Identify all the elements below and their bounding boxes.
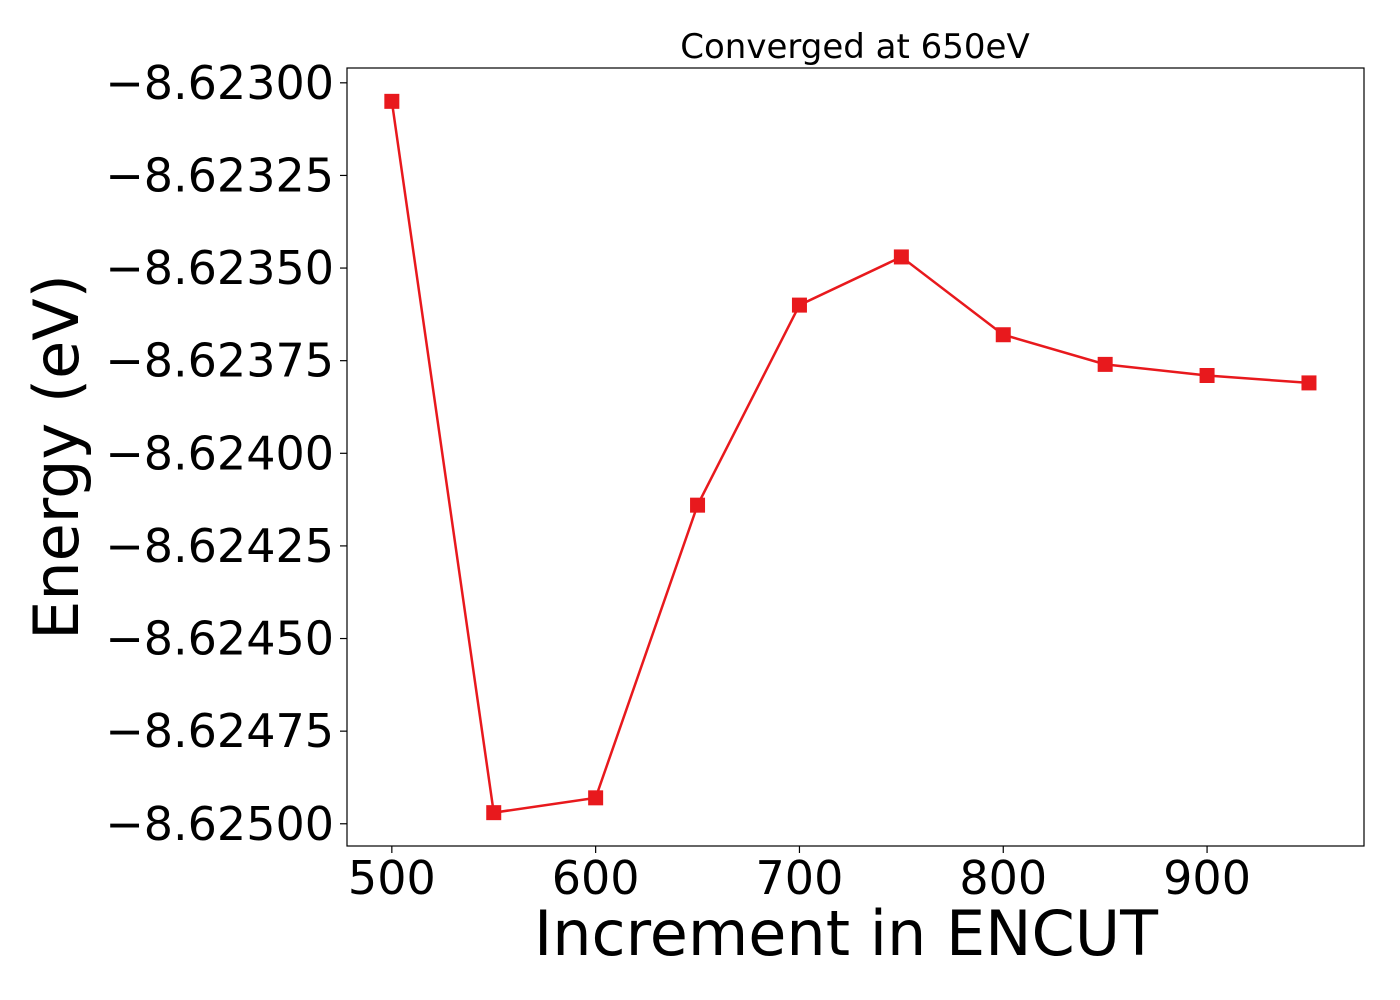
y-tick-label: −8.62500 — [105, 797, 334, 851]
data-point-marker — [1097, 356, 1113, 372]
x-axis-label: Increment in ENCUT — [534, 897, 1159, 970]
data-point-marker — [690, 497, 706, 513]
x-tick-label: 800 — [959, 851, 1047, 905]
y-tick-label: −8.62400 — [105, 426, 334, 480]
x-tick-label: 500 — [348, 851, 436, 905]
y-tick-label: −8.62425 — [105, 519, 334, 573]
x-tick-label: 600 — [552, 851, 640, 905]
y-tick-label: −8.62375 — [105, 334, 334, 388]
y-tick-label: −8.62300 — [105, 56, 334, 110]
plot-area — [346, 67, 1365, 847]
data-point-marker — [486, 805, 502, 821]
series-line — [390, 101, 1310, 815]
y-tick-label: −8.62475 — [105, 704, 334, 758]
x-tick-label: 700 — [756, 851, 844, 905]
series-layer — [384, 93, 1317, 821]
y-axis-ticks: −8.62300 −8.62325 −8.62350 −8.62375 −8.62400… — [105, 56, 347, 851]
data-point-marker — [1301, 375, 1317, 391]
data-point-marker — [384, 93, 400, 109]
x-axis-ticks: 500 600 700 800 900 — [348, 846, 1251, 905]
chart-title: Converged at 650eV — [680, 27, 1029, 67]
data-point-marker — [588, 790, 604, 806]
data-point-marker — [995, 327, 1011, 343]
y-tick-label: −8.62325 — [105, 148, 334, 202]
y-axis-label: Energy (eV) — [20, 274, 93, 640]
data-point-marker — [791, 297, 807, 313]
data-point-marker — [893, 249, 909, 265]
data-point-marker — [1199, 367, 1215, 383]
y-tick-label: −8.62450 — [105, 612, 334, 666]
x-tick-label: 900 — [1163, 851, 1251, 905]
y-tick-label: −8.62350 — [105, 241, 334, 295]
